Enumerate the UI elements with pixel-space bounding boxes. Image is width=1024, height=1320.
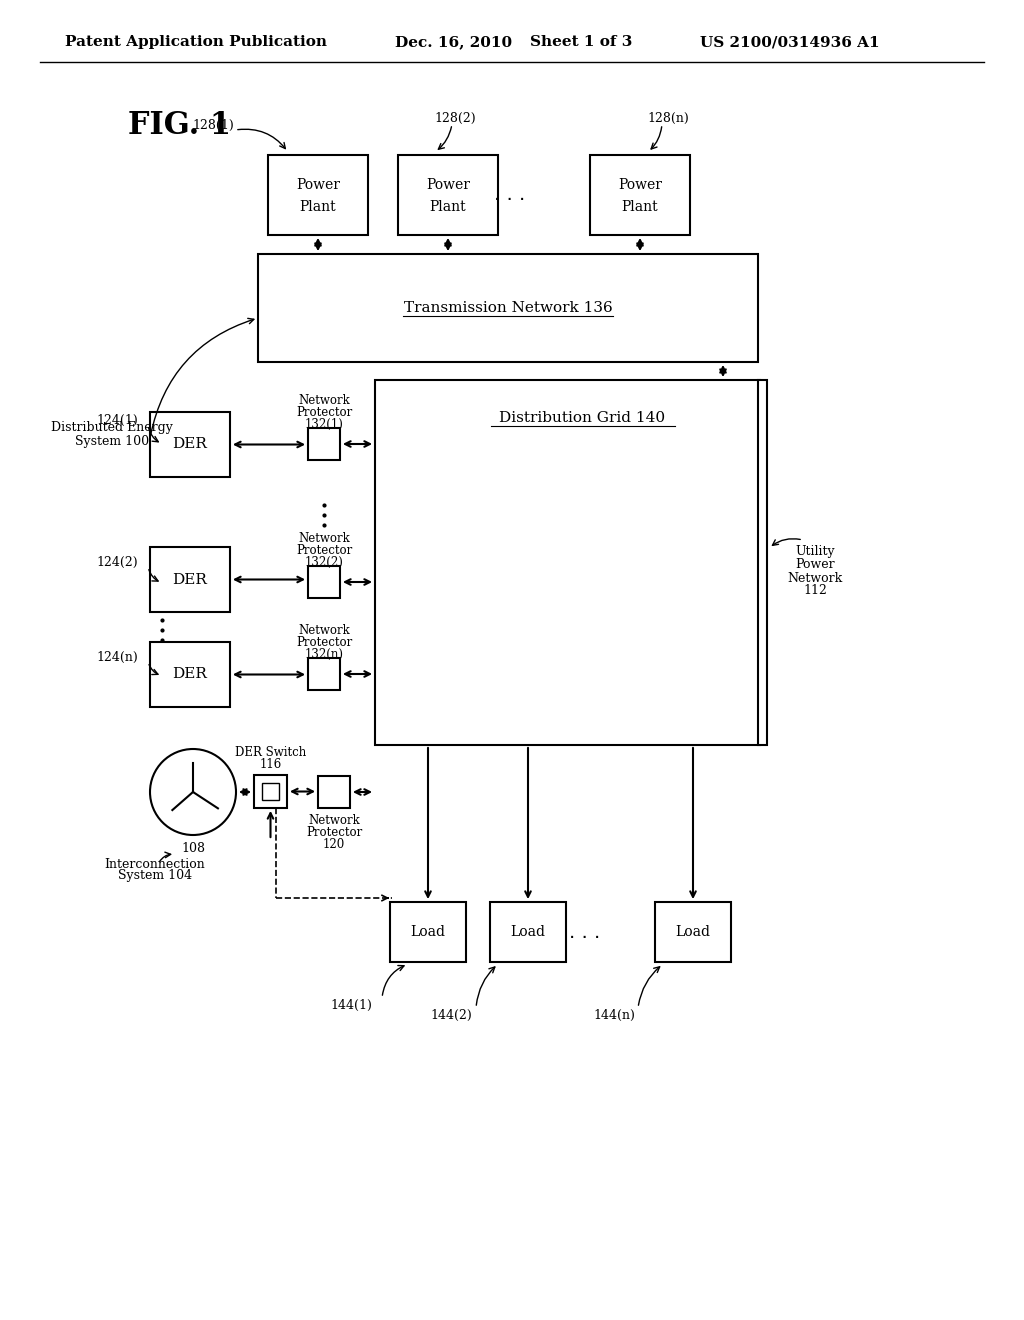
Text: 144(n): 144(n): [593, 1008, 635, 1022]
Text: . . .: . . .: [495, 186, 525, 205]
Text: Network: Network: [787, 572, 843, 585]
FancyBboxPatch shape: [308, 428, 340, 459]
Text: Network: Network: [308, 813, 359, 826]
Text: Patent Application Publication: Patent Application Publication: [65, 36, 327, 49]
FancyBboxPatch shape: [398, 154, 498, 235]
Text: Plant: Plant: [430, 201, 466, 214]
FancyBboxPatch shape: [150, 546, 230, 612]
Text: DER: DER: [173, 573, 208, 586]
Text: Protector: Protector: [296, 405, 352, 418]
Text: 124(1): 124(1): [96, 413, 138, 426]
Text: Power: Power: [618, 178, 662, 191]
Text: Power: Power: [296, 178, 340, 191]
FancyBboxPatch shape: [318, 776, 350, 808]
Text: 128(n): 128(n): [647, 111, 689, 124]
FancyBboxPatch shape: [375, 380, 760, 744]
Text: 124(2): 124(2): [96, 556, 138, 569]
Text: Protector: Protector: [296, 635, 352, 648]
Text: Load: Load: [676, 925, 711, 939]
Text: Network: Network: [298, 532, 350, 544]
FancyBboxPatch shape: [150, 412, 230, 477]
Text: 108: 108: [181, 842, 205, 854]
FancyBboxPatch shape: [268, 154, 368, 235]
FancyBboxPatch shape: [590, 154, 690, 235]
Text: DER Switch: DER Switch: [234, 747, 306, 759]
Text: 132(2): 132(2): [304, 556, 343, 569]
Text: FIG. 1: FIG. 1: [128, 110, 231, 140]
Text: System 104: System 104: [118, 870, 193, 883]
FancyBboxPatch shape: [758, 380, 767, 744]
Text: Sheet 1 of 3: Sheet 1 of 3: [530, 36, 633, 49]
Text: 124(n): 124(n): [96, 651, 138, 664]
FancyBboxPatch shape: [308, 657, 340, 690]
Text: Distribution Grid 140: Distribution Grid 140: [500, 411, 666, 425]
Text: Network: Network: [298, 623, 350, 636]
Text: 128(1): 128(1): [193, 119, 233, 132]
Text: Protector: Protector: [306, 825, 362, 838]
Text: Interconnection: Interconnection: [104, 858, 206, 871]
Text: Plant: Plant: [300, 201, 336, 214]
FancyBboxPatch shape: [262, 783, 279, 800]
Text: DER: DER: [173, 437, 208, 451]
Text: Transmission Network 136: Transmission Network 136: [403, 301, 612, 315]
Text: US 2100/0314936 A1: US 2100/0314936 A1: [700, 36, 880, 49]
Text: Load: Load: [511, 925, 546, 939]
Text: Distributed Energy: Distributed Energy: [51, 421, 173, 434]
Text: 144(1): 144(1): [330, 998, 372, 1011]
Text: Protector: Protector: [296, 544, 352, 557]
Text: Power: Power: [426, 178, 470, 191]
Text: Dec. 16, 2010: Dec. 16, 2010: [395, 36, 512, 49]
Text: DER: DER: [173, 668, 208, 681]
Text: 120: 120: [323, 837, 345, 850]
Text: 132(1): 132(1): [304, 417, 343, 430]
Text: Network: Network: [298, 393, 350, 407]
Text: 132(n): 132(n): [304, 648, 343, 660]
Text: Plant: Plant: [622, 201, 658, 214]
FancyBboxPatch shape: [150, 642, 230, 708]
FancyBboxPatch shape: [258, 253, 758, 362]
Text: 116: 116: [259, 759, 282, 771]
Text: 144(2): 144(2): [430, 1008, 472, 1022]
Text: 112: 112: [803, 585, 827, 598]
FancyBboxPatch shape: [655, 902, 731, 962]
Text: System 100: System 100: [75, 434, 150, 447]
FancyBboxPatch shape: [254, 775, 287, 808]
FancyBboxPatch shape: [308, 566, 340, 598]
FancyBboxPatch shape: [490, 902, 566, 962]
Text: Utility: Utility: [796, 545, 835, 558]
Text: Power: Power: [796, 558, 835, 572]
Text: 128(2): 128(2): [434, 111, 476, 124]
Text: Load: Load: [411, 925, 445, 939]
FancyBboxPatch shape: [390, 902, 466, 962]
Text: . . .: . . .: [569, 923, 601, 941]
